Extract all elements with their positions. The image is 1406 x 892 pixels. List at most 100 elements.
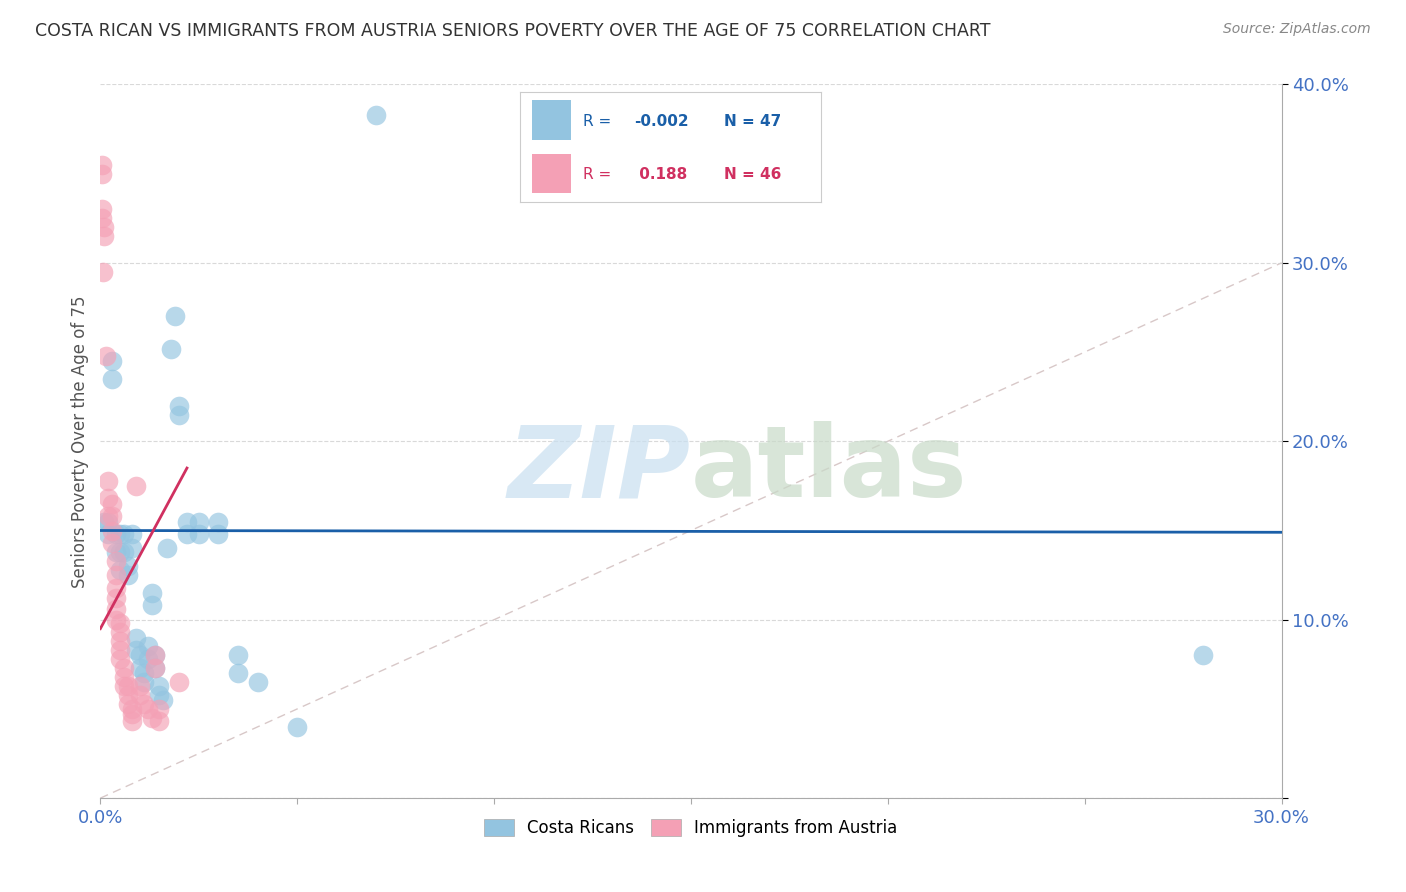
Point — [108, 616, 131, 631]
Point — [105, 602, 128, 616]
Y-axis label: Seniors Poverty Over the Age of 75: Seniors Poverty Over the Age of 75 — [72, 295, 89, 588]
Point — [108, 625, 131, 640]
Point — [187, 527, 209, 541]
Point — [246, 675, 269, 690]
Point — [145, 661, 167, 675]
Point — [108, 563, 131, 577]
Point — [112, 670, 135, 684]
Point — [132, 675, 155, 690]
Point — [148, 688, 170, 702]
Point — [167, 408, 190, 422]
Point — [125, 631, 148, 645]
Point — [117, 679, 139, 693]
Legend: Costa Ricans, Immigrants from Austria: Costa Ricans, Immigrants from Austria — [478, 812, 904, 843]
Point — [108, 634, 131, 648]
Point — [101, 497, 124, 511]
Point — [112, 527, 135, 541]
Point — [93, 515, 115, 529]
Text: atlas: atlas — [690, 421, 967, 518]
Point — [108, 527, 131, 541]
Point — [108, 643, 131, 657]
Point — [136, 640, 159, 654]
Point — [105, 527, 128, 541]
Point — [226, 666, 249, 681]
Point — [125, 643, 148, 657]
Point — [101, 372, 124, 386]
Point — [145, 648, 167, 663]
Point — [112, 545, 135, 559]
Point — [148, 679, 170, 693]
Text: ZIP: ZIP — [508, 421, 690, 518]
Point — [117, 697, 139, 711]
Point — [128, 688, 150, 702]
Point — [97, 474, 120, 488]
Point — [90, 167, 112, 181]
Point — [97, 515, 120, 529]
Point — [121, 527, 143, 541]
Point — [105, 554, 128, 568]
Point — [136, 652, 159, 666]
Point — [121, 702, 143, 716]
Point — [145, 661, 167, 675]
Point — [165, 310, 187, 324]
Point — [121, 714, 143, 729]
Point — [125, 479, 148, 493]
Point — [101, 354, 124, 368]
Text: Source: ZipAtlas.com: Source: ZipAtlas.com — [1223, 22, 1371, 37]
Point — [91, 265, 114, 279]
Point — [152, 693, 174, 707]
Point — [101, 536, 124, 550]
Point — [108, 652, 131, 666]
Point — [121, 707, 143, 722]
Point — [117, 559, 139, 574]
Point — [105, 545, 128, 559]
Point — [128, 648, 150, 663]
Point — [141, 711, 163, 725]
Point — [97, 509, 120, 524]
Point — [132, 666, 155, 681]
Point — [148, 714, 170, 729]
Point — [207, 515, 229, 529]
Point — [176, 515, 198, 529]
Point — [136, 702, 159, 716]
Point — [141, 599, 163, 613]
Point — [90, 158, 112, 172]
Text: COSTA RICAN VS IMMIGRANTS FROM AUSTRIA SENIORS POVERTY OVER THE AGE OF 75 CORREL: COSTA RICAN VS IMMIGRANTS FROM AUSTRIA S… — [35, 22, 991, 40]
Point — [91, 202, 114, 217]
Point — [128, 661, 150, 675]
Point — [101, 524, 124, 538]
Point — [96, 349, 118, 363]
Point — [156, 541, 179, 556]
Point — [167, 675, 190, 690]
Point — [117, 688, 139, 702]
Point — [105, 613, 128, 627]
Point — [112, 679, 135, 693]
Point — [132, 697, 155, 711]
Point — [105, 568, 128, 582]
Point — [117, 568, 139, 582]
Point — [207, 527, 229, 541]
Point — [97, 527, 120, 541]
Point — [91, 211, 114, 226]
Point — [112, 661, 135, 675]
Point — [285, 720, 308, 734]
Point — [97, 491, 120, 506]
Point — [187, 515, 209, 529]
Point — [108, 545, 131, 559]
Point — [148, 702, 170, 716]
Point — [145, 648, 167, 663]
Point — [105, 591, 128, 606]
Point — [141, 586, 163, 600]
Point — [176, 527, 198, 541]
Point — [93, 220, 115, 235]
Point — [105, 581, 128, 595]
Point — [93, 229, 115, 244]
Point — [101, 509, 124, 524]
Point — [226, 648, 249, 663]
Point — [160, 342, 183, 356]
Point — [364, 108, 387, 122]
Point — [121, 541, 143, 556]
Point — [128, 679, 150, 693]
Point — [167, 399, 190, 413]
Point — [1191, 648, 1213, 663]
